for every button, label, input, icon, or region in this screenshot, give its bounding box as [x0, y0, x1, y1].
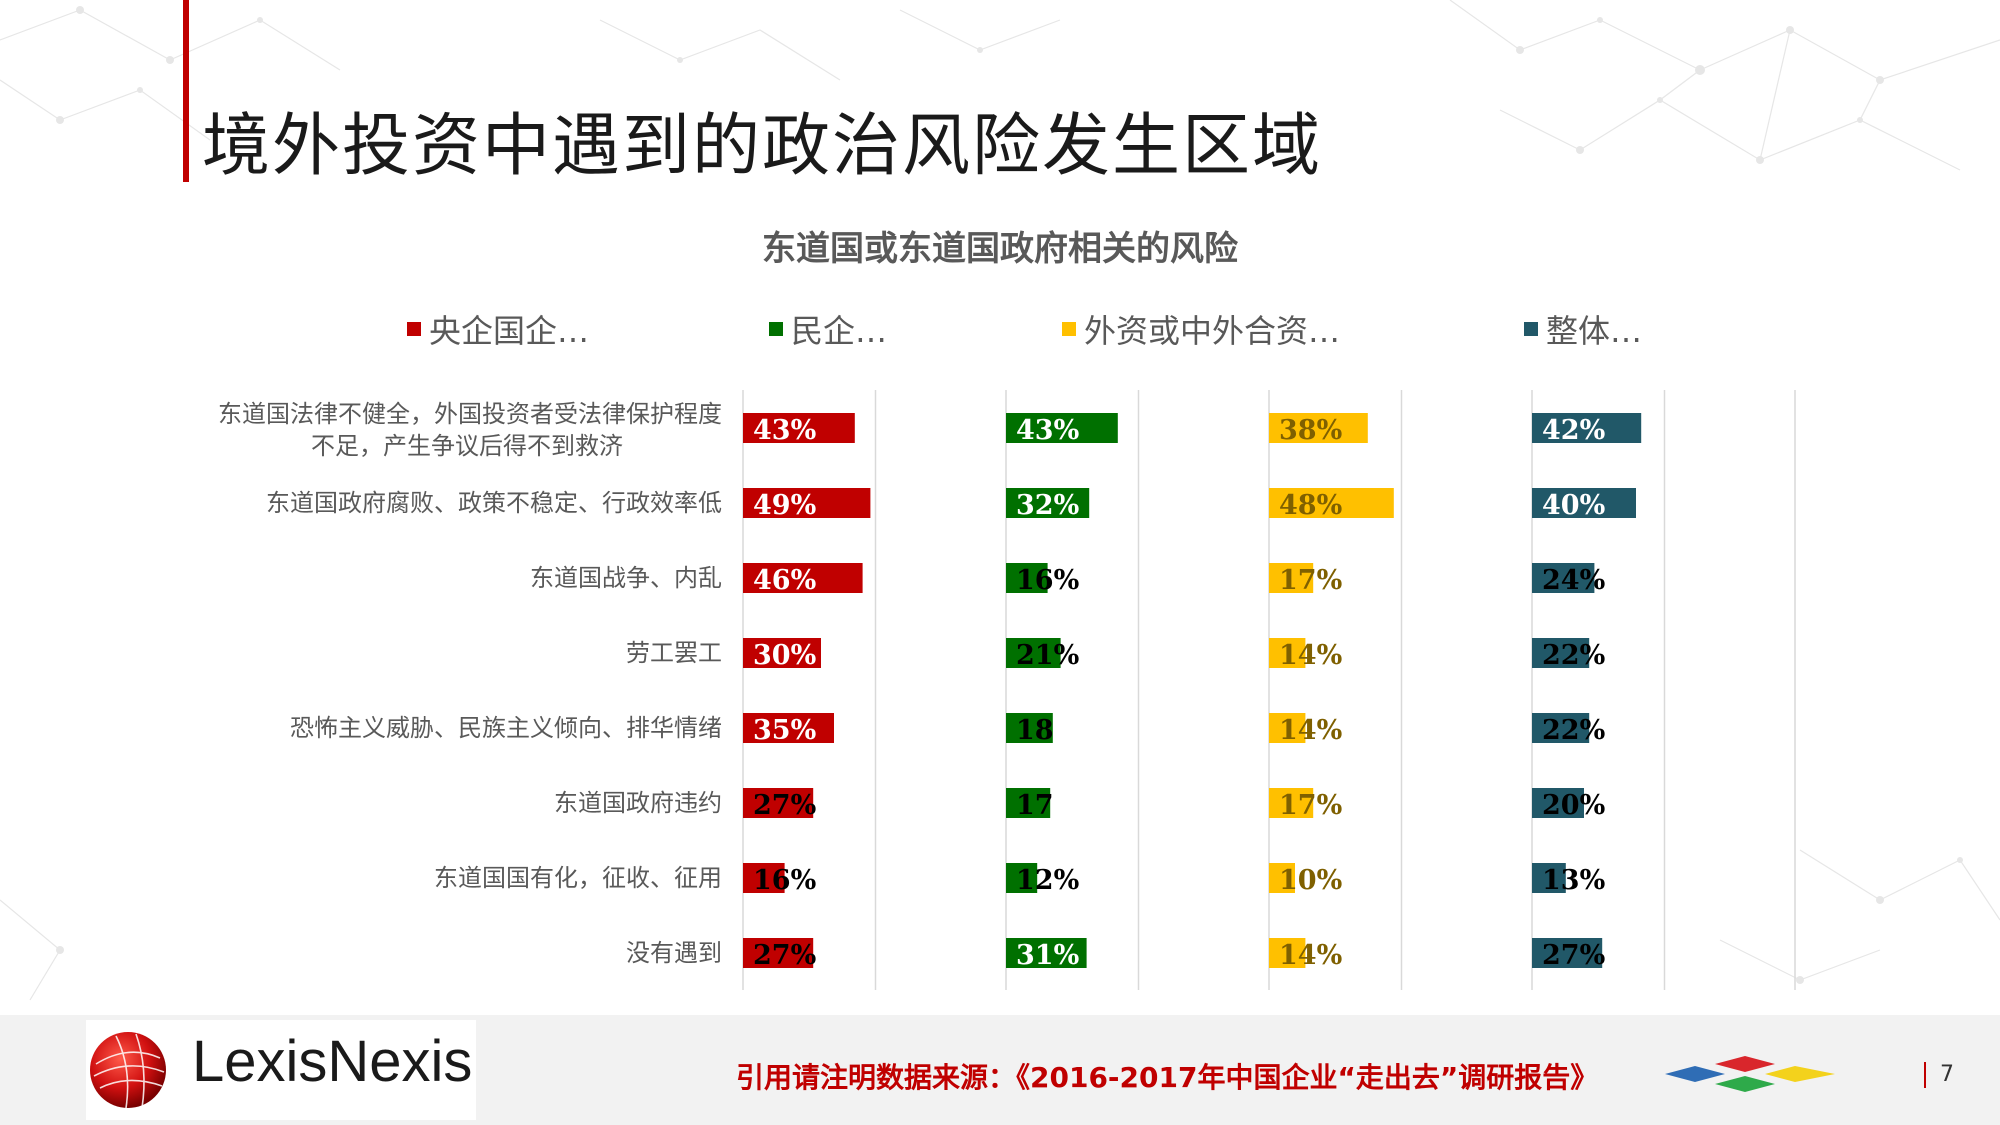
bar-4-7 — [1532, 863, 1566, 893]
value-label-4-1: 42% — [1542, 415, 1605, 446]
bar-2-7 — [1006, 863, 1038, 893]
value-label-2-5: 18 — [1016, 715, 1054, 746]
value-label-2-1: 43% — [1016, 415, 1079, 446]
value-label-3-8: 14% — [1279, 940, 1342, 971]
value-label-2-3: 16% — [1016, 565, 1079, 596]
bar-2-2 — [1006, 488, 1090, 518]
legend-swatch-1 — [407, 322, 421, 336]
bar-2-6 — [1006, 788, 1051, 818]
legend-label-4: 整体… — [1546, 312, 1642, 350]
category-label-1: 东道国法律不健全，外国投资者受法律保护程度不足，产生争议后得不到救济 — [218, 400, 722, 460]
legend-swatch-4 — [1524, 322, 1538, 336]
bar-4-3 — [1532, 563, 1595, 593]
bar-2-1 — [1006, 413, 1118, 443]
bar-1-6 — [743, 788, 814, 818]
value-label-4-2: 40% — [1542, 490, 1605, 521]
chart-title: 东道国或东道国政府相关的风险 — [762, 229, 1239, 269]
value-label-1-7: 16% — [753, 865, 816, 896]
value-label-2-7: 12% — [1016, 865, 1079, 896]
value-label-2-4: 21% — [1016, 640, 1079, 671]
bar-3-5 — [1269, 713, 1306, 743]
bar-4-8 — [1532, 938, 1603, 968]
category-label-4: 劳工罢工 — [626, 639, 722, 667]
value-label-4-8: 27% — [1542, 940, 1605, 971]
value-label-3-4: 14% — [1279, 640, 1342, 671]
bar-2-4 — [1006, 638, 1061, 668]
value-label-1-6: 27% — [753, 790, 816, 821]
value-label-4-6: 20% — [1542, 790, 1605, 821]
category-label-8: 没有遇到 — [626, 939, 722, 967]
value-label-3-1: 38% — [1279, 415, 1342, 446]
legend-label-2: 民企… — [791, 312, 887, 350]
legend-label-3: 外资或中外合资… — [1084, 312, 1340, 350]
value-label-1-3: 46% — [753, 565, 816, 596]
value-label-1-1: 43% — [753, 415, 816, 446]
bar-1-2 — [743, 488, 871, 518]
bar-1-7 — [743, 863, 785, 893]
bar-1-4 — [743, 638, 821, 668]
value-label-4-7: 13% — [1542, 865, 1605, 896]
value-label-3-3: 17% — [1279, 565, 1342, 596]
value-label-4-5: 22% — [1542, 715, 1605, 746]
page-number-divider — [1924, 1062, 1926, 1088]
category-label-6: 东道国政府违约 — [554, 789, 722, 817]
value-label-1-2: 49% — [753, 490, 816, 521]
bar-4-5 — [1532, 713, 1590, 743]
bar-1-8 — [743, 938, 814, 968]
legend-label-1: 央企国企… — [429, 312, 589, 350]
bar-2-3 — [1006, 563, 1048, 593]
legend-swatch-3 — [1062, 322, 1076, 336]
bar-4-1 — [1532, 413, 1642, 443]
bar-4-4 — [1532, 638, 1590, 668]
decorative-diamonds-icon — [1665, 1056, 1835, 1092]
category-label-3: 东道国战争、内乱 — [530, 564, 722, 592]
value-label-4-3: 24% — [1542, 565, 1605, 596]
title-accent-bar — [183, 0, 189, 182]
bar-1-5 — [743, 713, 834, 743]
source-note: 引用请注明数据来源：《2016-2017年中国企业“走出去”调研报告》 — [736, 1061, 1599, 1094]
value-label-3-6: 17% — [1279, 790, 1342, 821]
category-label-2: 东道国政府腐败、政策不稳定、行政效率低 — [266, 489, 722, 517]
bar-4-2 — [1532, 488, 1636, 518]
bar-3-3 — [1269, 563, 1314, 593]
value-label-1-8: 27% — [753, 940, 816, 971]
value-label-2-8: 31% — [1016, 940, 1079, 971]
value-label-4-4: 22% — [1542, 640, 1605, 671]
legend-swatch-2 — [769, 322, 783, 336]
page-number: 7 — [1940, 1062, 1954, 1087]
bar-3-2 — [1269, 488, 1394, 518]
logo-wordmark: LexisNexis — [192, 1029, 473, 1094]
page-title: 境外投资中遇到的政治风险发生区域 — [202, 107, 1323, 186]
value-label-3-5: 14% — [1279, 715, 1342, 746]
lexisnexis-logo — [86, 1020, 476, 1120]
value-label-2-6: 17 — [1016, 790, 1054, 821]
bar-3-4 — [1269, 638, 1306, 668]
logo-globe-icon — [90, 1032, 166, 1109]
bar-3-8 — [1269, 938, 1306, 968]
bar-3-7 — [1269, 863, 1295, 893]
value-label-3-2: 48% — [1279, 490, 1342, 521]
bar-4-6 — [1532, 788, 1584, 818]
bar-3-6 — [1269, 788, 1314, 818]
value-label-3-7: 10% — [1279, 865, 1342, 896]
bar-3-1 — [1269, 413, 1368, 443]
value-label-1-4: 30% — [753, 640, 816, 671]
bar-1-1 — [743, 413, 855, 443]
value-label-2-2: 32% — [1016, 490, 1079, 521]
bar-2-8 — [1006, 938, 1087, 968]
category-label-7: 东道国国有化，征收、征用 — [434, 864, 722, 892]
bar-2-5 — [1006, 713, 1053, 743]
bar-1-3 — [743, 563, 863, 593]
category-label-5: 恐怖主义威胁、民族主义倾向、排华情绪 — [290, 714, 722, 742]
value-label-1-5: 35% — [753, 715, 816, 746]
